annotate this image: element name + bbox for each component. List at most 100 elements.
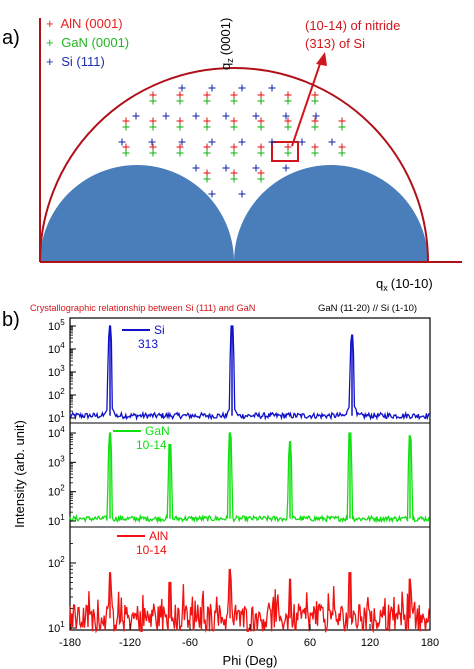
x-axis-label: Phi (Deg) bbox=[223, 653, 278, 668]
rlp-marker-aln bbox=[230, 169, 238, 177]
rlp-marker-si bbox=[148, 138, 156, 146]
rlp-marker-gan bbox=[284, 149, 292, 157]
legend-label-aln: AlN (0001) bbox=[61, 16, 123, 31]
annotation: (10-14) of nitride (313) of Si bbox=[271, 18, 400, 162]
rlp-marker-gan bbox=[257, 149, 265, 157]
rlp-marker-si bbox=[298, 138, 306, 146]
y-tick-label: 101 bbox=[48, 620, 65, 635]
panel-b-relation: GaN (11-20) // Si (1-10) bbox=[318, 303, 417, 314]
rlp-marker-gan bbox=[122, 123, 130, 131]
rlp-marker-aln bbox=[257, 143, 265, 151]
rlp-marker-si bbox=[328, 138, 336, 146]
y-tick-label: 103 bbox=[48, 364, 65, 379]
rlp-marker-aln bbox=[176, 143, 184, 151]
x-ticks: -180 -120 -60 0 60 120 180 bbox=[59, 624, 439, 649]
rlp-marker-gan bbox=[203, 149, 211, 157]
x-tick-label: 180 bbox=[421, 637, 439, 649]
rlp-marker-gan bbox=[338, 123, 346, 131]
x-tick-label: 60 bbox=[304, 637, 316, 649]
x-tick-label: -180 bbox=[59, 637, 81, 649]
rlp-marker-aln bbox=[230, 143, 238, 151]
rlp-marker-aln bbox=[230, 91, 238, 99]
rlp-marker-si bbox=[252, 164, 260, 172]
rlp-marker-gan bbox=[149, 123, 157, 131]
rlp-marker-gan bbox=[284, 123, 292, 131]
rlp-marker-gan bbox=[257, 97, 265, 105]
trace-gan bbox=[69, 432, 430, 524]
reciprocal-lattice-points bbox=[118, 84, 346, 198]
rlp-marker-gan bbox=[176, 123, 184, 131]
rlp-marker-si bbox=[222, 112, 230, 120]
rlp-marker-si bbox=[312, 112, 320, 120]
rlp-marker-aln bbox=[338, 143, 346, 151]
qx-axis-label: qx (10-10) bbox=[376, 276, 433, 293]
rlp-marker-gan bbox=[311, 149, 319, 157]
legend-gan-name: GaN bbox=[145, 424, 170, 438]
rlp-marker-si bbox=[178, 84, 186, 92]
annotation-box bbox=[271, 141, 299, 162]
panel-a-legend: + AlN (0001) + GaN (0001) + Si (111) bbox=[46, 16, 129, 69]
rlp-marker-gan bbox=[257, 123, 265, 131]
rlp-marker-si bbox=[222, 164, 230, 172]
x-tick-label: -120 bbox=[119, 637, 141, 649]
legend-marker-aln: + bbox=[46, 16, 54, 31]
rlp-marker-aln bbox=[284, 143, 292, 151]
x-tick-label: -60 bbox=[182, 637, 198, 649]
rlp-marker-aln bbox=[230, 117, 238, 125]
legend-gan-sub: 10-14 bbox=[136, 438, 167, 452]
rlp-marker-gan bbox=[230, 149, 238, 157]
shadow-region-right bbox=[234, 165, 428, 262]
plot-frame bbox=[69, 317, 431, 631]
rlp-marker-aln bbox=[203, 91, 211, 99]
panel-a-label: a) bbox=[2, 27, 20, 49]
rlp-marker-gan bbox=[257, 175, 265, 183]
rlp-marker-gan bbox=[203, 175, 211, 183]
rlp-marker-gan bbox=[230, 97, 238, 105]
rlp-marker-si bbox=[192, 164, 200, 172]
y-tick-label: 102 bbox=[48, 484, 65, 499]
rlp-marker-gan bbox=[311, 97, 319, 105]
qz-axis-label: qz(0001) bbox=[218, 18, 235, 70]
rlp-marker-aln bbox=[149, 143, 157, 151]
rlp-marker-aln bbox=[338, 117, 346, 125]
rlp-marker-si bbox=[268, 138, 276, 146]
y-tick-label: 105 bbox=[48, 318, 65, 333]
trace-aln bbox=[69, 568, 430, 634]
rlp-marker-si bbox=[282, 112, 290, 120]
rlp-marker-aln bbox=[284, 91, 292, 99]
annotation-arrow-head bbox=[316, 52, 327, 66]
rlp-marker-aln bbox=[257, 91, 265, 99]
rlp-marker-si bbox=[282, 164, 290, 172]
panel-b: b) Crystallographic relationship between… bbox=[2, 303, 439, 668]
y-tick-label: 104 bbox=[48, 425, 65, 440]
rlp-marker-si bbox=[178, 138, 186, 146]
legend-aln-name: AlN bbox=[149, 529, 168, 543]
rlp-marker-gan bbox=[230, 175, 238, 183]
rlp-marker-aln bbox=[257, 169, 265, 177]
rlp-marker-gan bbox=[149, 97, 157, 105]
y-tick-label: 101 bbox=[48, 513, 65, 528]
rlp-marker-gan bbox=[338, 149, 346, 157]
legend-item-gan: + GaN (0001) bbox=[46, 35, 129, 50]
y-tick-label: 103 bbox=[48, 454, 65, 469]
y-tick-label: 104 bbox=[48, 341, 65, 356]
panel-b-caption: Crystallographic relationship between Si… bbox=[30, 303, 255, 313]
legend-marker-gan: + bbox=[46, 35, 54, 50]
limiting-sphere-arc bbox=[39, 67, 429, 263]
rlp-marker-aln bbox=[203, 117, 211, 125]
annotation-line-1: (10-14) of nitride bbox=[305, 18, 400, 33]
legend-aln: AlN 10-14 bbox=[117, 529, 168, 557]
y-tick-label: 102 bbox=[48, 555, 65, 570]
rlp-marker-aln bbox=[176, 91, 184, 99]
rlp-marker-si bbox=[238, 84, 246, 92]
shadow-region-left bbox=[40, 165, 234, 262]
rlp-marker-gan bbox=[203, 97, 211, 105]
rlp-marker-si bbox=[132, 112, 140, 120]
rlp-marker-aln bbox=[257, 117, 265, 125]
rlp-marker-si bbox=[268, 84, 276, 92]
y-tick-label: 102 bbox=[48, 387, 65, 402]
rlp-marker-aln bbox=[311, 143, 319, 151]
rlp-marker-aln bbox=[149, 91, 157, 99]
